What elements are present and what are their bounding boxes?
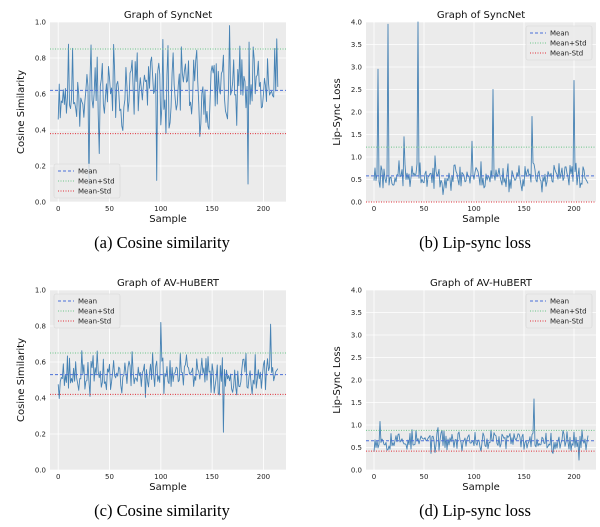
y-tick-label: 1.0 (351, 154, 362, 162)
y-tick-label: 1.0 (351, 422, 362, 430)
y-tick-label: 2.5 (351, 354, 362, 362)
chart-title: Graph of AV-HuBERT (117, 278, 220, 289)
y-axis-label: Cosine Similarity (16, 338, 27, 422)
chart-title: Graph of SyncNet (437, 10, 525, 21)
data-series-line (57, 25, 279, 187)
chart-title: Graph of AV-HuBERT (430, 278, 533, 289)
x-tick-label: 50 (420, 205, 429, 213)
y-tick-label: 0.2 (35, 431, 46, 439)
caption-a: (a) Cosine similarity (94, 233, 230, 252)
legend: Mean Mean+Std Mean-Std (53, 163, 121, 199)
y-tick-label: 1.0 (35, 287, 46, 295)
y-axis-label: Cosine Similarity (16, 70, 27, 154)
legend-box (53, 293, 121, 329)
legend-entry: Mean+Std (550, 40, 587, 48)
y-tick-label: 0.5 (351, 176, 362, 184)
x-tick-label: 0 (372, 473, 376, 481)
y-tick-label: 0.8 (35, 55, 46, 63)
chart-panel-a: 0.0 0.2 0.4 0.6 0.8 1.0 0 50 100 150 200 Graph of S… (16, 10, 286, 225)
y-tick-label: 0.4 (35, 395, 47, 403)
y-tick-label: 1.5 (351, 399, 362, 407)
x-tick-label: 50 (420, 473, 429, 481)
y-tick-label: 1.0 (35, 19, 46, 27)
y-tick-label: 3.5 (351, 309, 362, 317)
legend-entry: Mean-Std (78, 318, 111, 326)
y-tick-label: 0.4 (35, 127, 47, 135)
y-axis-label: Lip-Sync Loss (332, 346, 343, 414)
y-tick-label: 0.0 (351, 199, 362, 207)
x-tick-label: 100 (467, 473, 480, 481)
y-tick-label: 3.5 (351, 41, 362, 49)
legend-entry: Mean-Std (550, 318, 583, 326)
chart-title: Graph of SyncNet (124, 10, 212, 21)
y-tick-label: 0.6 (35, 91, 47, 99)
y-tick-label: 2.0 (351, 377, 362, 385)
x-tick-label: 150 (205, 473, 218, 481)
data-series-line (57, 321, 279, 433)
y-tick-label: 0.2 (35, 163, 46, 171)
chart-panel-c: 0.0 0.2 0.4 0.6 0.8 1.0 0 50 100 150 200 Graph of A… (16, 278, 286, 493)
x-axis-label: Sample (149, 214, 187, 225)
chart-panel-b: 0.0 0.5 1.0 1.5 2.0 2.5 3.0 3.5 4.0 0 50 100 150 200 G… (332, 10, 596, 225)
y-tick-label: 4.0 (351, 19, 362, 27)
x-tick-label: 50 (105, 473, 114, 481)
x-tick-label: 150 (517, 473, 530, 481)
legend-entry: Mean-Std (78, 188, 111, 196)
legend-entry: Mean (78, 298, 97, 306)
y-tick-label: 0.5 (351, 444, 362, 452)
x-tick-label: 50 (105, 205, 114, 213)
x-axis-label: Sample (462, 214, 500, 225)
y-tick-label: 3.0 (351, 64, 362, 72)
x-tick-label: 0 (56, 473, 60, 481)
legend-entry: Mean+Std (78, 178, 115, 186)
x-tick-label: 0 (56, 205, 60, 213)
legend-entry: Mean (78, 168, 97, 176)
data-series-line (373, 21, 589, 196)
legend-entry: Mean+Std (78, 308, 115, 316)
caption-d: (d) Lip-sync loss (419, 501, 531, 520)
x-tick-label: 200 (257, 473, 270, 481)
legend-entry: Mean-Std (550, 50, 583, 58)
y-tick-label: 0.0 (351, 467, 362, 475)
legend-box (525, 25, 593, 61)
x-tick-label: 0 (372, 205, 376, 213)
y-tick-label: 4.0 (351, 287, 362, 295)
legend-box (53, 163, 121, 199)
y-tick-label: 3.0 (351, 332, 362, 340)
x-axis-label: Sample (149, 482, 187, 493)
x-tick-label: 100 (154, 205, 167, 213)
legend: Mean Mean+Std Mean-Std (525, 25, 593, 61)
x-tick-label: 150 (517, 205, 530, 213)
x-tick-label: 100 (154, 473, 167, 481)
legend: Mean Mean+Std Mean-Std (525, 293, 593, 329)
legend-box (525, 293, 593, 329)
y-tick-label: 0.8 (35, 323, 46, 331)
legend-entry: Mean (550, 30, 569, 38)
legend: Mean Mean+Std Mean-Std (53, 293, 121, 329)
y-axis-label: Lip-Sync Loss (332, 78, 343, 146)
y-tick-label: 2.5 (351, 86, 362, 94)
legend-entry: Mean (550, 298, 569, 306)
y-tick-label: 2.0 (351, 109, 362, 117)
x-axis-label: Sample (462, 482, 500, 493)
y-tick-label: 0.0 (35, 467, 46, 475)
caption-c: (c) Cosine similarity (94, 501, 230, 520)
x-tick-label: 200 (567, 473, 580, 481)
x-tick-label: 200 (567, 205, 580, 213)
caption-b: (b) Lip-sync loss (419, 233, 531, 252)
y-tick-label: 0.6 (35, 359, 47, 367)
x-tick-label: 100 (467, 205, 480, 213)
legend-entry: Mean+Std (550, 308, 587, 316)
chart-panel-d: 0.0 0.5 1.0 1.5 2.0 2.5 3.0 3.5 4.0 0 50 100 150 200 G… (332, 278, 596, 493)
x-tick-label: 150 (205, 205, 218, 213)
y-tick-label: 1.5 (351, 131, 362, 139)
x-tick-label: 200 (257, 205, 270, 213)
y-tick-label: 0.0 (35, 199, 46, 207)
